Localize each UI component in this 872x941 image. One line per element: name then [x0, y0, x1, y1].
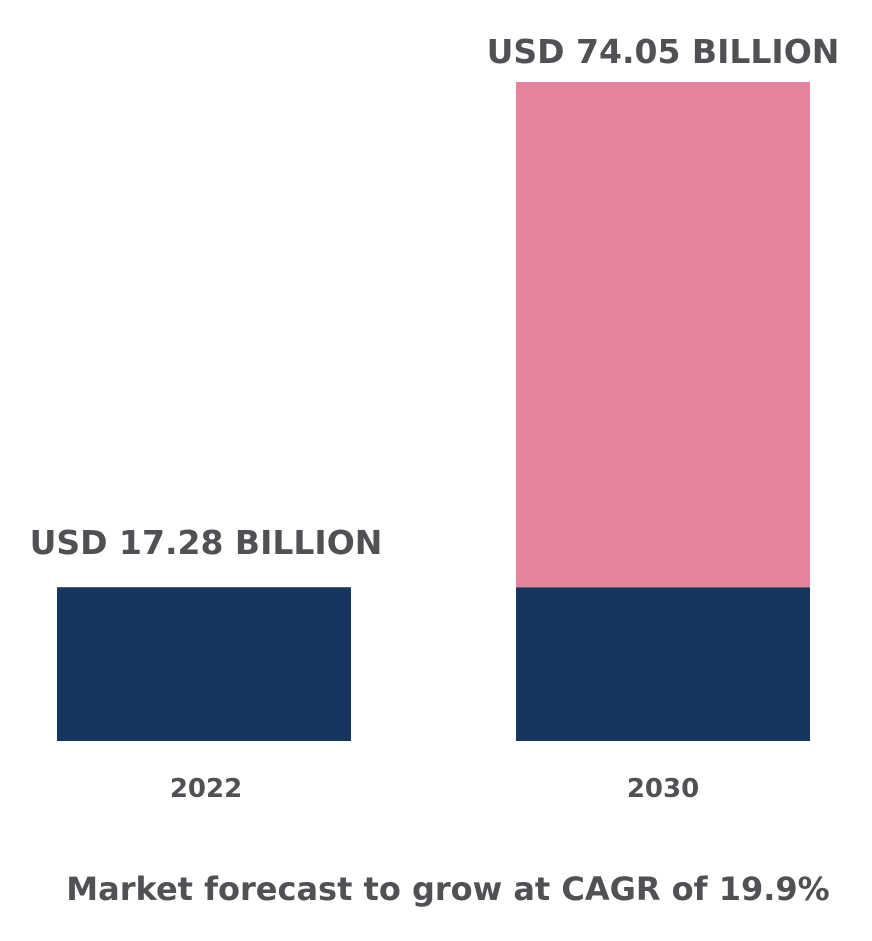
x-tick-2030: 2030	[627, 774, 699, 804]
bar-2030-segment-1	[516, 82, 810, 588]
x-tick-2022: 2022	[170, 774, 242, 804]
chart-caption: Market forecast to grow at CAGR of 19.9%	[66, 870, 829, 908]
bar-2022-segment-0	[57, 587, 351, 741]
data-label-2030: USD 74.05 BILLION	[487, 32, 840, 71]
bar-2030-segment-0	[516, 587, 810, 741]
data-label-2022: USD 17.28 BILLION	[30, 523, 383, 562]
